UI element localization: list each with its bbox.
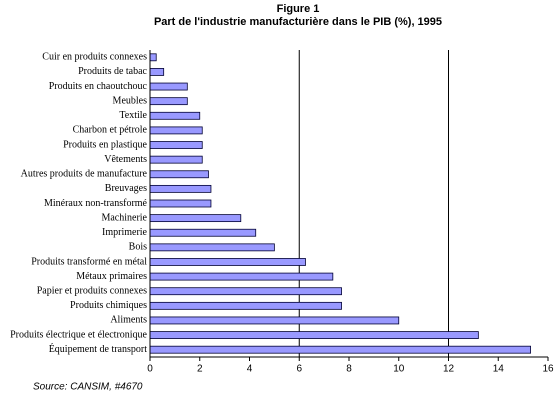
bar [149,170,209,179]
bar [149,199,212,208]
bar [149,214,242,223]
bar [149,258,306,266]
x-tick-label: 14 [493,364,505,375]
y-tick-label: Machinerie [101,212,147,223]
chart-subtitle: Part de l'industrie manufacturière dans … [154,16,442,28]
bar [149,301,342,310]
y-tick-label: Produits en chaoutchouc [49,81,148,92]
bar [149,141,203,149]
chart-title: Figure 1 [277,3,320,15]
y-tick-label: Charbon et pétrole [73,125,148,136]
bar [149,287,342,296]
bar [149,184,212,193]
y-tick-label: Vêtements [104,154,147,165]
bar [149,228,257,237]
x-tick-label: 2 [197,364,203,375]
y-tick-label: Meubles [113,95,148,106]
bar [149,97,188,106]
bar [149,345,531,354]
bar [149,155,203,164]
y-tick-label: Textile [119,110,147,121]
bar [149,272,334,281]
y-tick-label: Équipement de transport [49,343,148,355]
y-tick-label: Minéraux non-transformé [44,198,148,209]
y-tick-label: Breuvages [105,183,147,194]
x-tick-label: 12 [443,364,455,375]
x-tick-label: 16 [542,364,554,375]
bar [149,316,400,325]
y-tick-label: Produits en plastique [63,139,147,150]
y-tick-label: Produits chimiques [70,300,147,311]
y-tick-label: Métaux primaires [76,271,147,282]
bar [149,331,479,339]
y-tick-label: Aliments [110,315,147,326]
y-tick-label: Autres produits de manufacture [21,169,148,180]
x-tick-label: 10 [393,364,405,375]
x-tick-label: 0 [147,364,153,375]
bar [149,126,203,135]
bar [149,68,165,76]
x-tick-label: 4 [247,364,253,375]
y-tick-label: Papier et produits connexes [37,286,147,297]
source-note: Source: CANSIM, #4670 [33,382,143,393]
y-tick-label: Cuir en produits connexes [42,52,147,63]
bar [149,243,275,252]
bar [149,82,188,91]
x-tick-label: 6 [296,364,302,375]
y-tick-label: Produits électrique et électronique [10,329,147,340]
bar [149,111,201,120]
y-tick-label: Imprimerie [102,227,148,238]
bar [149,53,157,62]
y-tick-label: Bois [129,242,147,253]
y-tick-label: Produits transformé en métal [31,256,147,267]
y-tick-label: Produits de tabac [78,66,147,77]
x-tick-label: 8 [346,364,352,375]
